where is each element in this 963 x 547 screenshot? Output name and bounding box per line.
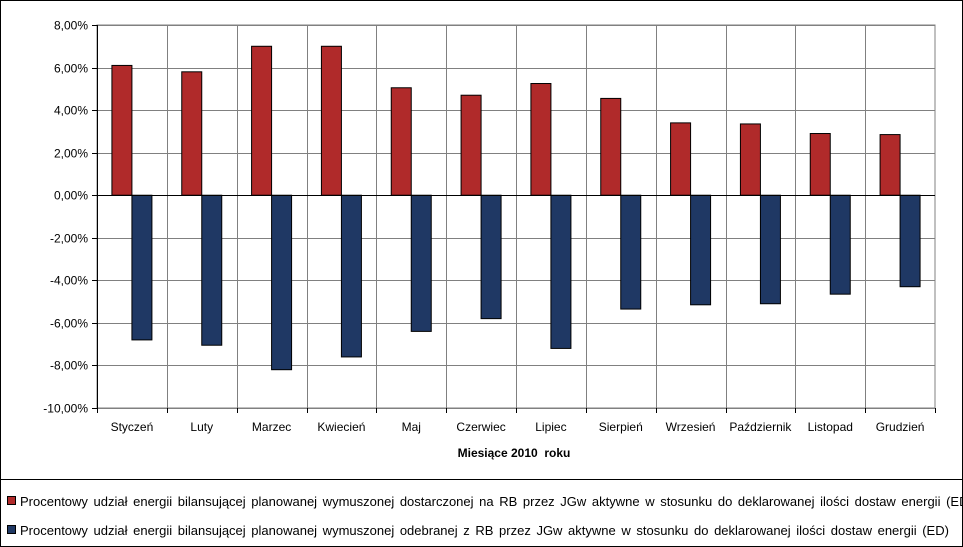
bar-received — [829, 194, 851, 295]
grid-lines — [96, 24, 936, 409]
y-tick-label: 8,00% — [54, 19, 88, 33]
bar-delivered — [739, 123, 761, 196]
x-tick-label: Grudzień — [876, 420, 925, 434]
bar-received — [271, 194, 293, 371]
y-tick-label: 2,00% — [54, 147, 88, 161]
x-tick-labels: Styczeń Luty Marzec Kwiecień Maj Czerwiec Lipi… — [111, 420, 925, 434]
legend-swatch-blue — [7, 525, 16, 534]
legend-label-delivered: Procentowy udział energii bilansującej p… — [20, 494, 963, 509]
bar-chart: 8,00% 6,00% 4,00% 2,00% 0,00% -2,00% -4,00% -6,… — [43, 19, 936, 460]
bar-received — [131, 194, 153, 341]
y-tick-label: -8,00% — [50, 359, 88, 373]
x-tick-label: Listopad — [808, 420, 853, 434]
bar-received — [690, 194, 712, 306]
bar-delivered — [181, 71, 203, 196]
x-tick-label: Wrzesień — [666, 420, 716, 434]
legend-item-received: Procentowy udział energii bilansującej p… — [7, 523, 949, 538]
bar-received — [899, 194, 921, 288]
bar-received — [201, 194, 223, 346]
y-tick-label: -10,00% — [43, 402, 88, 416]
y-tick-label: -4,00% — [50, 274, 88, 288]
bar-delivered — [670, 122, 692, 196]
bar-received — [340, 194, 362, 358]
legend-label-received: Procentowy udział energii bilansującej p… — [20, 523, 949, 538]
y-tick-label: -2,00% — [50, 232, 88, 246]
bar-received — [550, 194, 572, 349]
bars — [111, 45, 921, 371]
bar-delivered — [111, 64, 133, 196]
x-tick-label: Czerwiec — [456, 420, 505, 434]
x-tick-label: Marzec — [252, 420, 291, 434]
x-tick-label: Sierpień — [599, 420, 643, 434]
y-tick-labels: 8,00% 6,00% 4,00% 2,00% 0,00% -2,00% -4,00% -6,… — [43, 19, 88, 416]
axes — [92, 25, 936, 413]
bar-received — [759, 194, 781, 305]
legend-swatch-red — [7, 496, 16, 505]
x-tick-label: Kwiecień — [317, 420, 365, 434]
bar-delivered — [251, 45, 273, 196]
y-tick-label: 0,00% — [54, 189, 88, 203]
x-tick-label: Styczeń — [111, 420, 154, 434]
bar-delivered — [879, 134, 901, 196]
bar-received — [410, 194, 432, 332]
bar-delivered — [320, 45, 342, 196]
bar-received — [480, 194, 502, 320]
bar-delivered — [460, 94, 482, 196]
x-tick-label: Październik — [729, 420, 792, 434]
x-tick-label: Luty — [190, 420, 213, 434]
bar-received — [620, 194, 642, 310]
bar-delivered — [809, 133, 831, 196]
legend-item-delivered: Procentowy udział energii bilansującej p… — [7, 494, 963, 509]
x-axis-title: Miesiące 2010 roku — [458, 446, 571, 460]
y-tick-label: -6,00% — [50, 317, 88, 331]
bar-delivered — [390, 87, 412, 196]
x-tick-label: Lipiec — [535, 420, 566, 434]
x-tick-label: Maj — [402, 420, 421, 434]
legend: Procentowy udział energii bilansującej p… — [1, 479, 963, 547]
y-tick-label: 6,00% — [54, 62, 88, 76]
y-tick-label: 4,00% — [54, 104, 88, 118]
bar-delivered — [600, 97, 622, 196]
bar-delivered — [530, 83, 552, 196]
